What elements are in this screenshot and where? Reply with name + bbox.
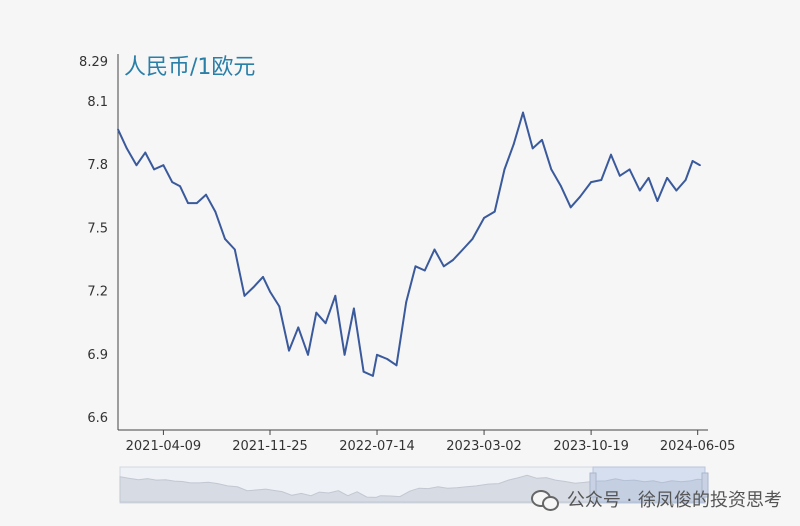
data-point [541, 139, 543, 141]
data-point [233, 248, 236, 251]
data-point [343, 353, 346, 356]
data-point [638, 189, 641, 192]
data-point [334, 294, 337, 297]
data-point [162, 164, 165, 167]
data-point [442, 265, 445, 268]
data-point [675, 189, 678, 192]
data-point [522, 111, 524, 114]
data-point [252, 286, 255, 289]
slider-preview-area [119, 474, 706, 503]
chart-title: 人民币/1欧元 [124, 55, 255, 80]
data-point [243, 294, 246, 297]
series-line [117, 111, 701, 377]
data-point [187, 202, 189, 205]
wechat-icon [530, 488, 559, 511]
watermark: 公众号 · 徐凤俊的投资思考 [530, 486, 782, 512]
data-point [153, 168, 156, 171]
data-point [684, 179, 687, 181]
data-point [307, 353, 309, 356]
data-point [362, 370, 365, 373]
data-point [579, 195, 581, 198]
slider-handle-right[interactable] [701, 472, 709, 498]
data-point [531, 147, 534, 150]
data-point [144, 151, 147, 154]
data-point [699, 164, 701, 167]
slider-handle-left[interactable] [589, 472, 597, 498]
data-point [269, 290, 271, 293]
data-point [610, 153, 612, 156]
data-point [414, 265, 417, 268]
data-point [288, 349, 290, 352]
y-tick-label: 6.6 [87, 411, 108, 426]
data-point [618, 174, 621, 177]
data-point [628, 168, 631, 171]
watermark-text: 公众号 · 徐凤俊的投资思考 [566, 490, 782, 511]
data-point [656, 200, 659, 202]
data-point [461, 248, 464, 251]
data-point [471, 238, 474, 240]
data-point [503, 168, 506, 171]
y-tick-label: 8.1 [87, 95, 108, 110]
plot-area [117, 111, 701, 377]
data-point [691, 160, 694, 162]
data-point [666, 176, 669, 179]
data-point [224, 238, 226, 240]
y-axis: 8.29 8.1 7.8 7.5 7.2 6.9 6.6 [79, 54, 119, 430]
x-axis: 2021-04-09 2021-11-25 2022-07-14 2023-03-02… [118, 429, 736, 454]
y-tick-label: 7.2 [87, 285, 108, 300]
data-point [569, 206, 572, 209]
x-tick-label: 2021-04-09 [126, 439, 202, 454]
y-tick-label: 6.9 [87, 348, 108, 363]
data-point [195, 202, 198, 205]
data-point [600, 179, 603, 181]
data-point [117, 128, 119, 131]
x-tick-label: 2022-07-14 [339, 439, 415, 454]
data-zoom-slider[interactable] [119, 466, 709, 504]
data-point [560, 185, 562, 188]
data-point [315, 311, 318, 314]
data-point [512, 143, 515, 146]
data-point [171, 181, 174, 183]
data-point [179, 185, 181, 188]
data-point [125, 147, 128, 150]
x-tick-label: 2021-11-25 [232, 439, 308, 454]
data-point [297, 326, 300, 329]
data-point [278, 305, 281, 308]
data-point [262, 275, 264, 278]
x-tick-label: 2024-06-05 [660, 439, 736, 454]
data-point [590, 181, 593, 183]
data-point [214, 210, 217, 213]
data-point [433, 248, 436, 251]
x-tick-label: 2023-03-02 [446, 439, 522, 454]
data-point [423, 269, 426, 272]
y-tick-label: 8.29 [79, 55, 108, 70]
data-point [371, 374, 374, 377]
data-point [205, 193, 207, 196]
x-tick-label: 2023-10-19 [553, 439, 629, 454]
y-tick-label: 7.5 [87, 221, 108, 236]
data-point [647, 176, 650, 179]
data-point [452, 259, 454, 261]
y-tick-label: 7.8 [87, 158, 108, 173]
data-point [483, 216, 485, 219]
data-point [386, 358, 389, 360]
data-point [493, 210, 496, 213]
data-point [324, 322, 327, 325]
data-point [376, 353, 378, 356]
data-point [395, 364, 398, 367]
data-point [550, 168, 553, 171]
data-point [405, 301, 408, 304]
data-point [135, 164, 138, 167]
data-point [352, 307, 355, 310]
